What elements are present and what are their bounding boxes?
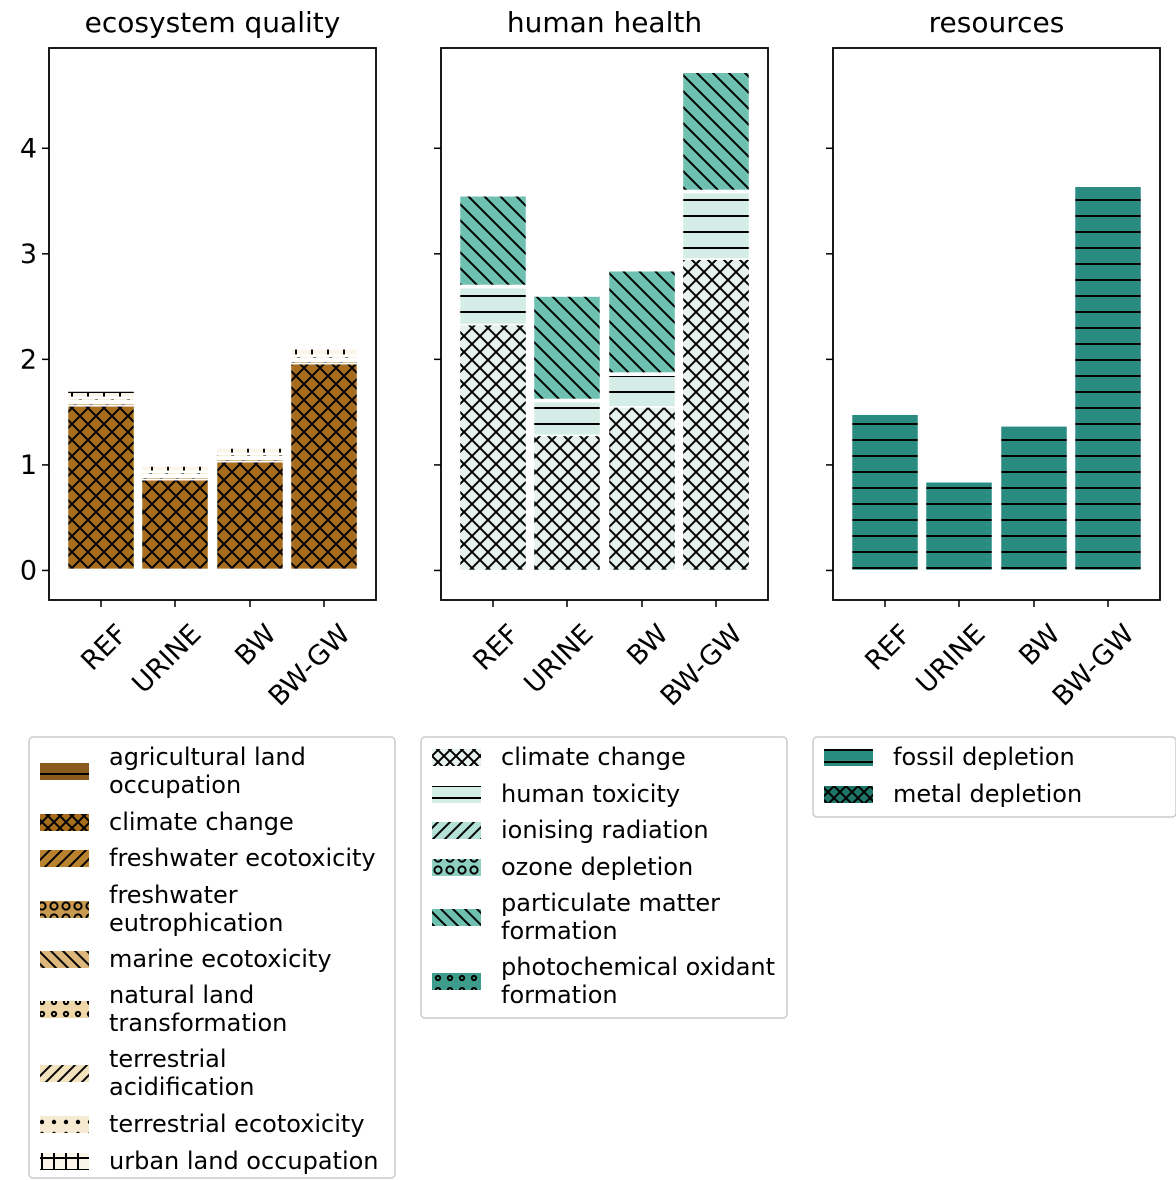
bar-segment [458, 195, 528, 287]
legend-label: fossil depletion [893, 743, 1075, 771]
legend-swatch [40, 901, 89, 918]
bar-segment [1073, 185, 1143, 572]
bar-segment [532, 400, 602, 437]
bar-segment [215, 460, 285, 571]
bar-segment [532, 434, 602, 572]
legend-label: climate change [501, 743, 686, 771]
legend-label: ionising radiation [501, 816, 709, 844]
legend-swatch [432, 786, 481, 803]
legend-label: terrestrial acidification [109, 1045, 254, 1101]
category-label: BW-GW [1047, 619, 1141, 713]
legend-swatch [40, 1001, 89, 1018]
plot-frame [832, 47, 1161, 601]
legend-frame [28, 736, 396, 1179]
legend-2: fossil depletion metal depletion [812, 736, 1176, 818]
legend-label: ozone depletion [501, 853, 693, 881]
bar-segment [681, 258, 751, 572]
legend-swatch [40, 763, 89, 780]
bar-segment [924, 481, 994, 572]
y-tick-label: 3 [20, 239, 37, 270]
bar-segment [681, 191, 751, 260]
bar-segment [66, 405, 136, 571]
legend-swatch [824, 786, 873, 803]
legend-0: agricultural land occupation climate chang… [28, 736, 396, 1179]
bar-segment [289, 348, 359, 356]
legend-label: marine ecotoxicity [109, 945, 332, 973]
legend-swatch [432, 973, 481, 990]
legend-swatch [40, 850, 89, 867]
legend-label: freshwater eutrophication [109, 881, 283, 937]
legend-label: urban land occupation [109, 1147, 379, 1175]
bar-segment [215, 447, 285, 455]
category-label: REF [859, 619, 917, 677]
legend-frame [420, 736, 788, 1019]
legend-label: agricultural land occupation [109, 743, 306, 799]
bar-segment [140, 465, 210, 472]
y-tick-label: 4 [20, 133, 37, 164]
legend-label: metal depletion [893, 780, 1082, 808]
bar-segment [66, 390, 136, 399]
bar-segment [140, 478, 210, 571]
category-label: BW [621, 619, 674, 672]
legend-1: climate change human toxicity ionising rad… [420, 736, 788, 1019]
legend-label: terrestrial ecotoxicity [109, 1110, 365, 1138]
category-label: BW [1013, 619, 1066, 672]
legend-swatch [432, 859, 481, 876]
legend-label: particulate matter formation [501, 889, 720, 945]
legend-label: natural land transformation [109, 981, 287, 1037]
legend-swatch [40, 951, 89, 968]
category-label: REF [75, 619, 133, 677]
bar-segment [458, 286, 528, 326]
legend-swatch [40, 1116, 89, 1133]
bar-segment [607, 374, 677, 408]
y-tick-label: 2 [20, 344, 37, 375]
category-label: BW-GW [655, 619, 749, 713]
category-label: URINE [518, 619, 599, 700]
legend-swatch [40, 1065, 89, 1082]
legend-label: photochemical oxidant formation [501, 953, 775, 1009]
legend-label: freshwater ecotoxicity [109, 844, 376, 872]
bar-segment [532, 295, 602, 401]
category-label: URINE [126, 619, 207, 700]
category-label: REF [467, 619, 525, 677]
legend-swatch [432, 909, 481, 926]
legend-swatch [40, 814, 89, 831]
bar-segment [850, 413, 920, 572]
legend-swatch [432, 749, 481, 766]
subplot-title: resources [929, 6, 1065, 39]
bar-segment [289, 362, 359, 571]
legend-swatch [432, 822, 481, 839]
subplot-title: ecosystem quality [85, 6, 341, 39]
plot-frame [440, 47, 769, 601]
category-label: URINE [910, 619, 991, 700]
y-tick-label: 0 [20, 555, 37, 586]
bar-segment [607, 406, 677, 572]
subplot-title: human health [507, 6, 702, 39]
bar-segment [681, 71, 751, 192]
legend-swatch [824, 749, 873, 766]
category-label: BW [229, 619, 282, 672]
bar-segment [458, 323, 528, 572]
plot-frame [48, 47, 377, 601]
legend-frame [812, 736, 1176, 818]
category-label: BW-GW [263, 619, 357, 713]
bar-segment [607, 269, 677, 374]
legend-label: human toxicity [501, 780, 680, 808]
y-tick-label: 1 [20, 450, 37, 481]
bar-segment [999, 425, 1069, 572]
legend-label: climate change [109, 808, 294, 836]
legend-swatch [40, 1153, 89, 1170]
